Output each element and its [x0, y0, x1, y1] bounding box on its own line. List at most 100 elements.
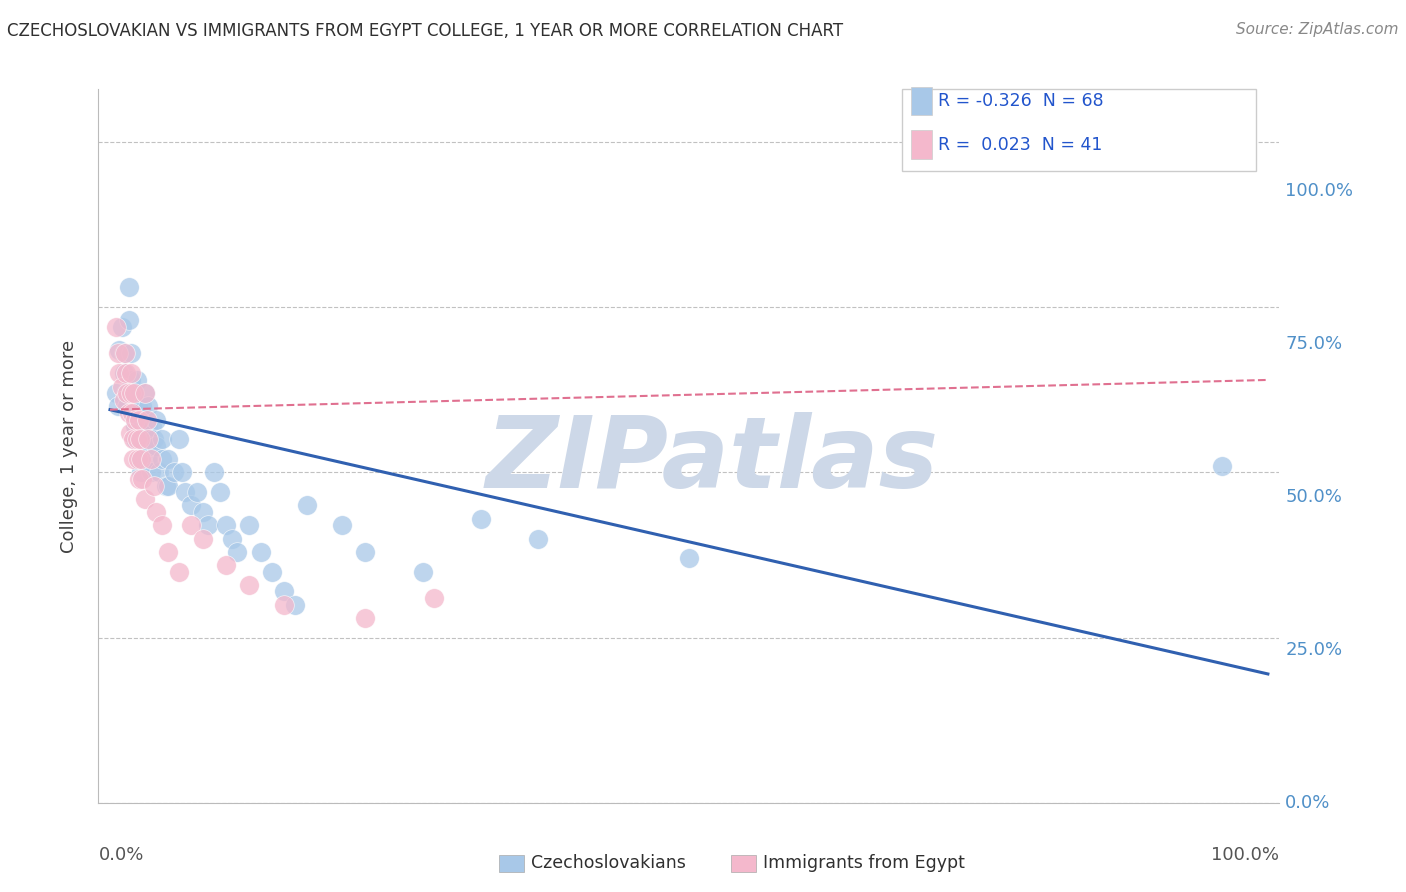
Point — [117, 400, 139, 414]
Point — [202, 466, 225, 480]
Point — [141, 419, 163, 434]
Text: 100.0%: 100.0% — [1285, 182, 1354, 200]
Point — [221, 532, 243, 546]
Point — [139, 452, 162, 467]
Point — [114, 346, 136, 360]
Point — [129, 466, 152, 480]
Point — [134, 386, 156, 401]
Point — [128, 419, 150, 434]
Point — [191, 532, 214, 546]
Point — [134, 412, 156, 426]
Point — [353, 545, 375, 559]
Text: ZIPatlas: ZIPatlas — [486, 412, 939, 508]
Point — [134, 433, 156, 447]
Point — [104, 386, 127, 401]
Point — [423, 591, 446, 605]
Point — [139, 466, 162, 480]
Point — [215, 518, 238, 533]
Point — [120, 373, 142, 387]
Text: 25.0%: 25.0% — [1285, 640, 1343, 659]
Point — [108, 367, 131, 381]
Point — [124, 406, 146, 420]
Point — [104, 320, 127, 334]
Point — [174, 485, 197, 500]
Point — [134, 491, 156, 506]
Point — [122, 386, 145, 401]
Point — [145, 439, 167, 453]
Text: 75.0%: 75.0% — [1285, 335, 1343, 353]
Point — [115, 386, 138, 401]
Point — [678, 551, 700, 566]
Point — [249, 545, 271, 559]
Point — [110, 379, 132, 393]
Point — [124, 419, 146, 434]
Point — [145, 412, 167, 426]
Point — [122, 433, 145, 447]
Point — [136, 400, 159, 414]
Point — [118, 425, 141, 440]
Point — [107, 346, 129, 360]
Point — [134, 386, 156, 401]
Point — [112, 346, 135, 360]
Point — [273, 598, 295, 612]
Point — [125, 373, 148, 387]
Point — [112, 367, 135, 381]
Point — [170, 466, 193, 480]
Point — [412, 565, 434, 579]
Point — [121, 406, 143, 420]
Point — [122, 452, 145, 467]
Point — [128, 472, 150, 486]
Point — [110, 320, 132, 334]
Point — [215, 558, 238, 572]
Text: R =  0.023  N = 41: R = 0.023 N = 41 — [938, 136, 1102, 153]
Point — [150, 452, 173, 467]
Point — [163, 466, 186, 480]
Y-axis label: College, 1 year or more: College, 1 year or more — [59, 340, 77, 552]
Point — [238, 518, 260, 533]
Point — [120, 346, 142, 360]
Point — [117, 280, 139, 294]
Point — [143, 433, 166, 447]
Point — [143, 478, 166, 492]
Point — [156, 478, 179, 492]
Point — [131, 472, 153, 486]
Point — [136, 419, 159, 434]
Point — [136, 433, 159, 447]
Text: Czechoslovakians: Czechoslovakians — [531, 855, 686, 872]
Point — [117, 313, 139, 327]
Point — [180, 518, 202, 533]
Point — [191, 505, 214, 519]
Point — [155, 478, 177, 492]
Point — [169, 433, 191, 447]
Point — [124, 386, 146, 401]
Point — [273, 584, 295, 599]
Point — [129, 433, 152, 447]
Point — [150, 433, 173, 447]
Text: 100.0%: 100.0% — [1212, 846, 1279, 863]
Point — [470, 511, 492, 525]
Point — [169, 565, 191, 579]
Point — [127, 400, 149, 414]
Text: 0.0%: 0.0% — [98, 846, 143, 863]
Point — [129, 452, 152, 467]
Point — [128, 433, 150, 447]
Point — [124, 433, 146, 447]
Point — [330, 518, 353, 533]
Point — [527, 532, 550, 546]
Point — [139, 439, 162, 453]
Text: CZECHOSLOVAKIAN VS IMMIGRANTS FROM EGYPT COLLEGE, 1 YEAR OR MORE CORRELATION CHA: CZECHOSLOVAKIAN VS IMMIGRANTS FROM EGYPT… — [7, 22, 844, 40]
Point — [284, 598, 307, 612]
Point — [197, 518, 219, 533]
Point — [120, 367, 142, 381]
Point — [262, 565, 284, 579]
Point — [120, 386, 142, 401]
Point — [117, 406, 139, 420]
Point — [131, 400, 153, 414]
Point — [124, 412, 146, 426]
Point — [148, 466, 170, 480]
Point — [208, 485, 231, 500]
Point — [353, 611, 375, 625]
Point — [112, 392, 135, 407]
Text: 0.0%: 0.0% — [1285, 794, 1330, 812]
Point — [107, 400, 129, 414]
